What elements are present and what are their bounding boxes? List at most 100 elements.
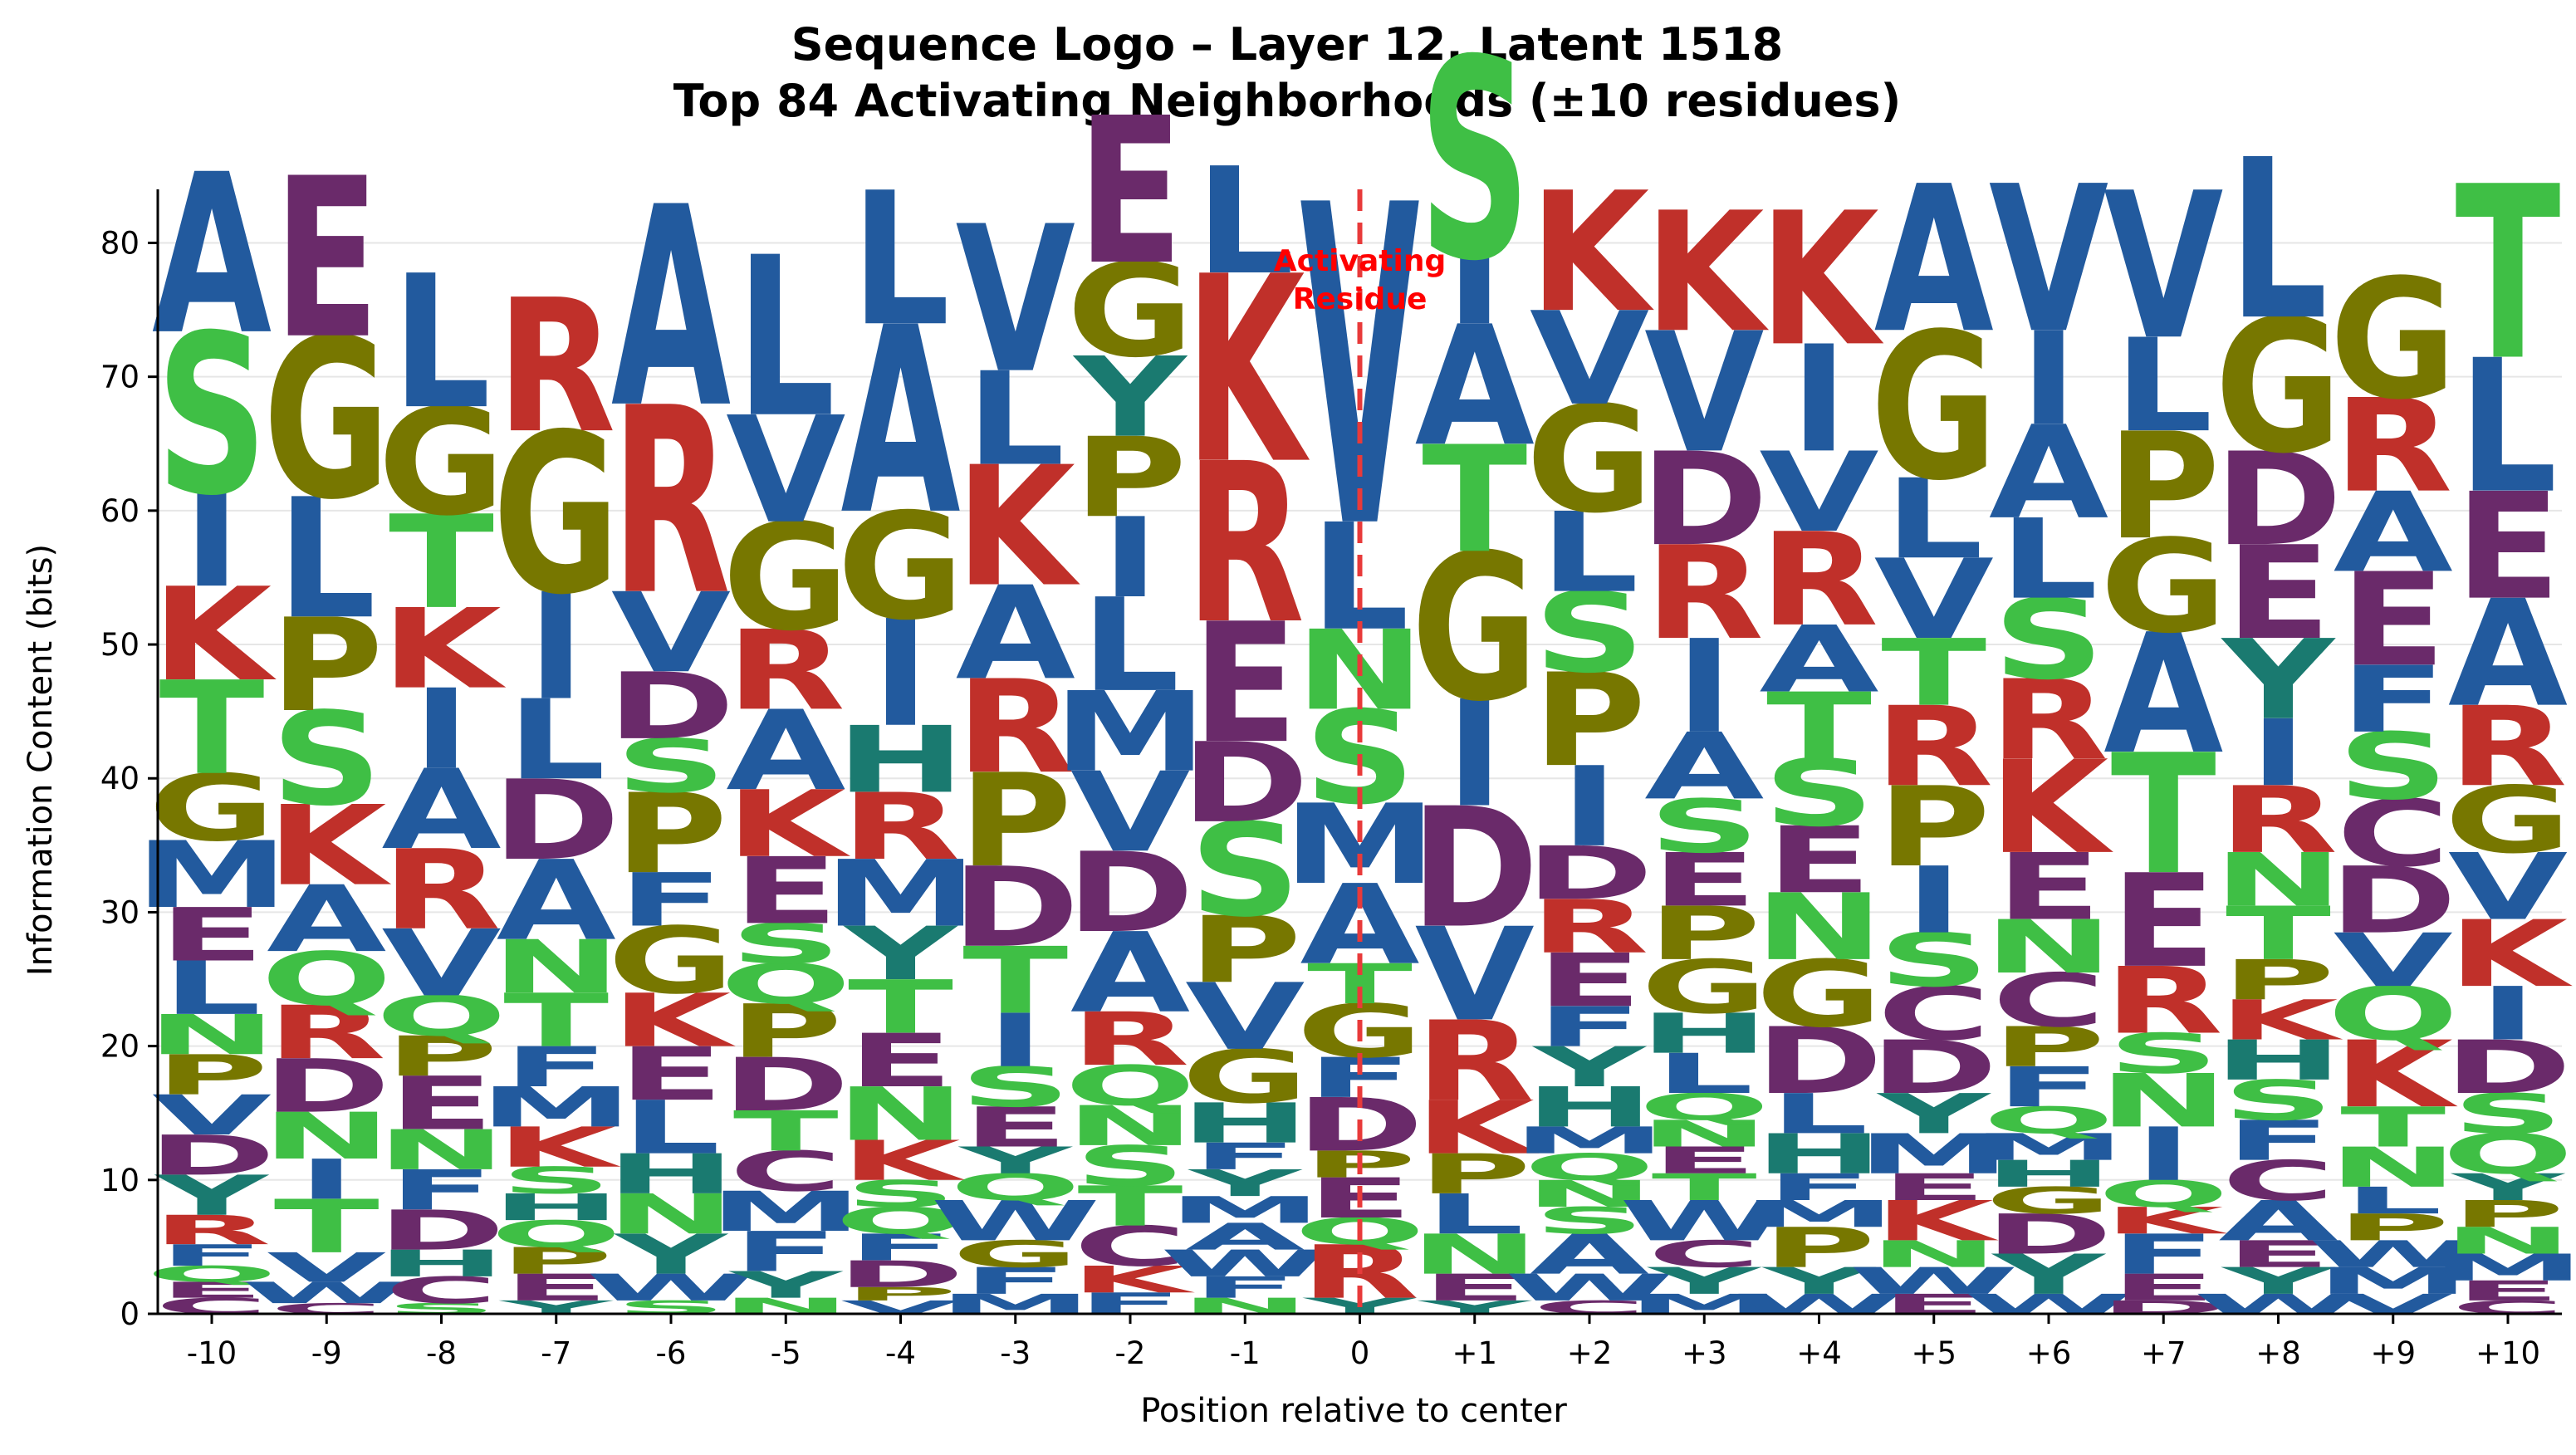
logo-letter: E xyxy=(159,893,264,977)
logo-letter: G xyxy=(2100,512,2227,662)
y-tick-label: 30 xyxy=(100,894,140,930)
logo-letter: Q xyxy=(1983,1099,2114,1142)
logo-letter: I xyxy=(2135,1113,2192,1198)
logo-letter: C xyxy=(2221,1149,2335,1212)
logo-letter: T xyxy=(1422,415,1527,585)
logo-letter: M xyxy=(2316,1260,2470,1303)
logo-letter: E xyxy=(503,1266,609,1310)
logo-letter: K xyxy=(726,772,851,878)
logo-letter: E xyxy=(1996,835,2101,941)
logo-letter: N xyxy=(2443,1219,2573,1262)
logo-letter: D xyxy=(1410,773,1539,965)
logo-letter: R xyxy=(1415,998,1534,1126)
logo-letter: K xyxy=(2334,1021,2459,1128)
logo-letter: A xyxy=(611,149,732,469)
logo-letter: T xyxy=(2226,892,2331,977)
logo-letter: A xyxy=(2334,469,2453,597)
logo-letter: Q xyxy=(950,1166,1081,1209)
logo-letter: S xyxy=(156,288,267,545)
logo-letter: P xyxy=(1074,414,1188,542)
logo-letter: C xyxy=(1992,958,2106,1043)
logo-letter: K xyxy=(1530,157,1655,349)
logo-letter: T xyxy=(1766,674,1872,780)
logo-letter: E xyxy=(389,1061,494,1146)
logo-letter: L xyxy=(2114,311,2213,461)
logo-letter: N xyxy=(1410,1222,1540,1286)
x-tick-label: +2 xyxy=(1567,1335,1613,1371)
logo-letter: D xyxy=(1066,830,1195,958)
logo-letter: S xyxy=(1534,570,1645,698)
logo-letter: L xyxy=(1884,456,1983,584)
logo-letter: E xyxy=(2111,1266,2216,1310)
logo-letter: H xyxy=(2214,1028,2343,1092)
logo-letter: P xyxy=(1648,892,1761,977)
logo-letter: R xyxy=(1874,683,1993,811)
logo-letter: K xyxy=(840,1129,966,1193)
logo-letter: L xyxy=(1770,1082,1868,1146)
logo-letter: Y xyxy=(843,912,958,997)
logo-letter: P xyxy=(1877,764,1991,892)
logo-letter: K xyxy=(2448,901,2574,1007)
logo-letter: I xyxy=(2250,701,2307,807)
logo-letter: A xyxy=(267,866,386,972)
logo-letter: L xyxy=(966,345,1065,495)
logo-letter: Y xyxy=(1761,1260,1877,1303)
logo-letter: P xyxy=(1533,646,1646,796)
logo-letter: I xyxy=(2020,305,2077,454)
logo-letter: S xyxy=(1419,2,1530,322)
logo-letter: V xyxy=(611,570,731,698)
logo-letter: D xyxy=(836,1253,965,1296)
logo-letter: D xyxy=(148,1124,277,1188)
logo-letter: A xyxy=(1759,607,1878,713)
x-tick-label: -4 xyxy=(885,1335,916,1371)
logo-letter: G xyxy=(1067,237,1194,386)
logo-letter: F xyxy=(1996,1056,2101,1119)
logo-letter: E xyxy=(1881,1166,1986,1209)
logo-letter: Q xyxy=(375,984,507,1048)
logo-letter: M xyxy=(135,822,288,928)
logo-letter: A xyxy=(1070,910,1190,1038)
logo-letter: I xyxy=(527,562,585,732)
logo-letter: T xyxy=(2340,1095,2446,1159)
logo-letter: Q xyxy=(2328,972,2459,1056)
logo-letter: N xyxy=(2329,1135,2458,1199)
logo-letter: G xyxy=(2329,244,2456,436)
logo-letter: N xyxy=(1639,1112,1769,1155)
logo-letter: N xyxy=(1755,874,1884,981)
logo-letter: H xyxy=(1984,1153,2113,1196)
logo-letter: L xyxy=(1655,1041,1754,1105)
logo-letter: I xyxy=(987,999,1044,1084)
logo-letter: V xyxy=(2103,150,2223,385)
y-tick-label: 10 xyxy=(100,1163,140,1198)
logo-letter: L xyxy=(2459,321,2558,534)
logo-letter: D xyxy=(2329,848,2457,954)
annotation-label-line2: Residue xyxy=(1293,282,1428,316)
logo-letter: S xyxy=(1993,576,2104,704)
logo-letter: S xyxy=(501,1159,612,1203)
logo-letter: T xyxy=(962,928,1068,1035)
x-tick-label: +6 xyxy=(2026,1335,2072,1371)
logo-letter: F xyxy=(503,1035,609,1099)
logo-letter: P xyxy=(2107,402,2221,572)
x-tick-label: -7 xyxy=(541,1335,571,1371)
logo-letter: Q xyxy=(1065,1054,1196,1118)
logo-letter: R xyxy=(611,354,730,653)
activating-annotation: Activating Residue xyxy=(1274,189,1446,1314)
logo-letter: F xyxy=(1536,995,1642,1059)
logo-letter: C xyxy=(1074,1214,1188,1278)
logo-letter: S xyxy=(1075,1134,1186,1198)
logo-letter: E xyxy=(2226,1232,2331,1276)
x-tick-label: -2 xyxy=(1115,1335,1146,1371)
logo-letter: F xyxy=(2226,1109,2331,1173)
logo-letter: L xyxy=(2229,113,2328,370)
logo-letter: M xyxy=(824,841,977,948)
logo-letter: Y xyxy=(2450,1166,2566,1209)
logo-letter: N xyxy=(262,1099,391,1173)
logo-letter: H xyxy=(492,1186,621,1229)
y-tick-label: 20 xyxy=(100,1029,140,1065)
logo-letter: A xyxy=(1415,291,1535,483)
x-tick-label: -10 xyxy=(187,1335,237,1371)
logo-letter: T xyxy=(1652,1166,1757,1209)
logo-letter: A xyxy=(2448,569,2568,739)
logo-letter: N xyxy=(2214,838,2343,923)
